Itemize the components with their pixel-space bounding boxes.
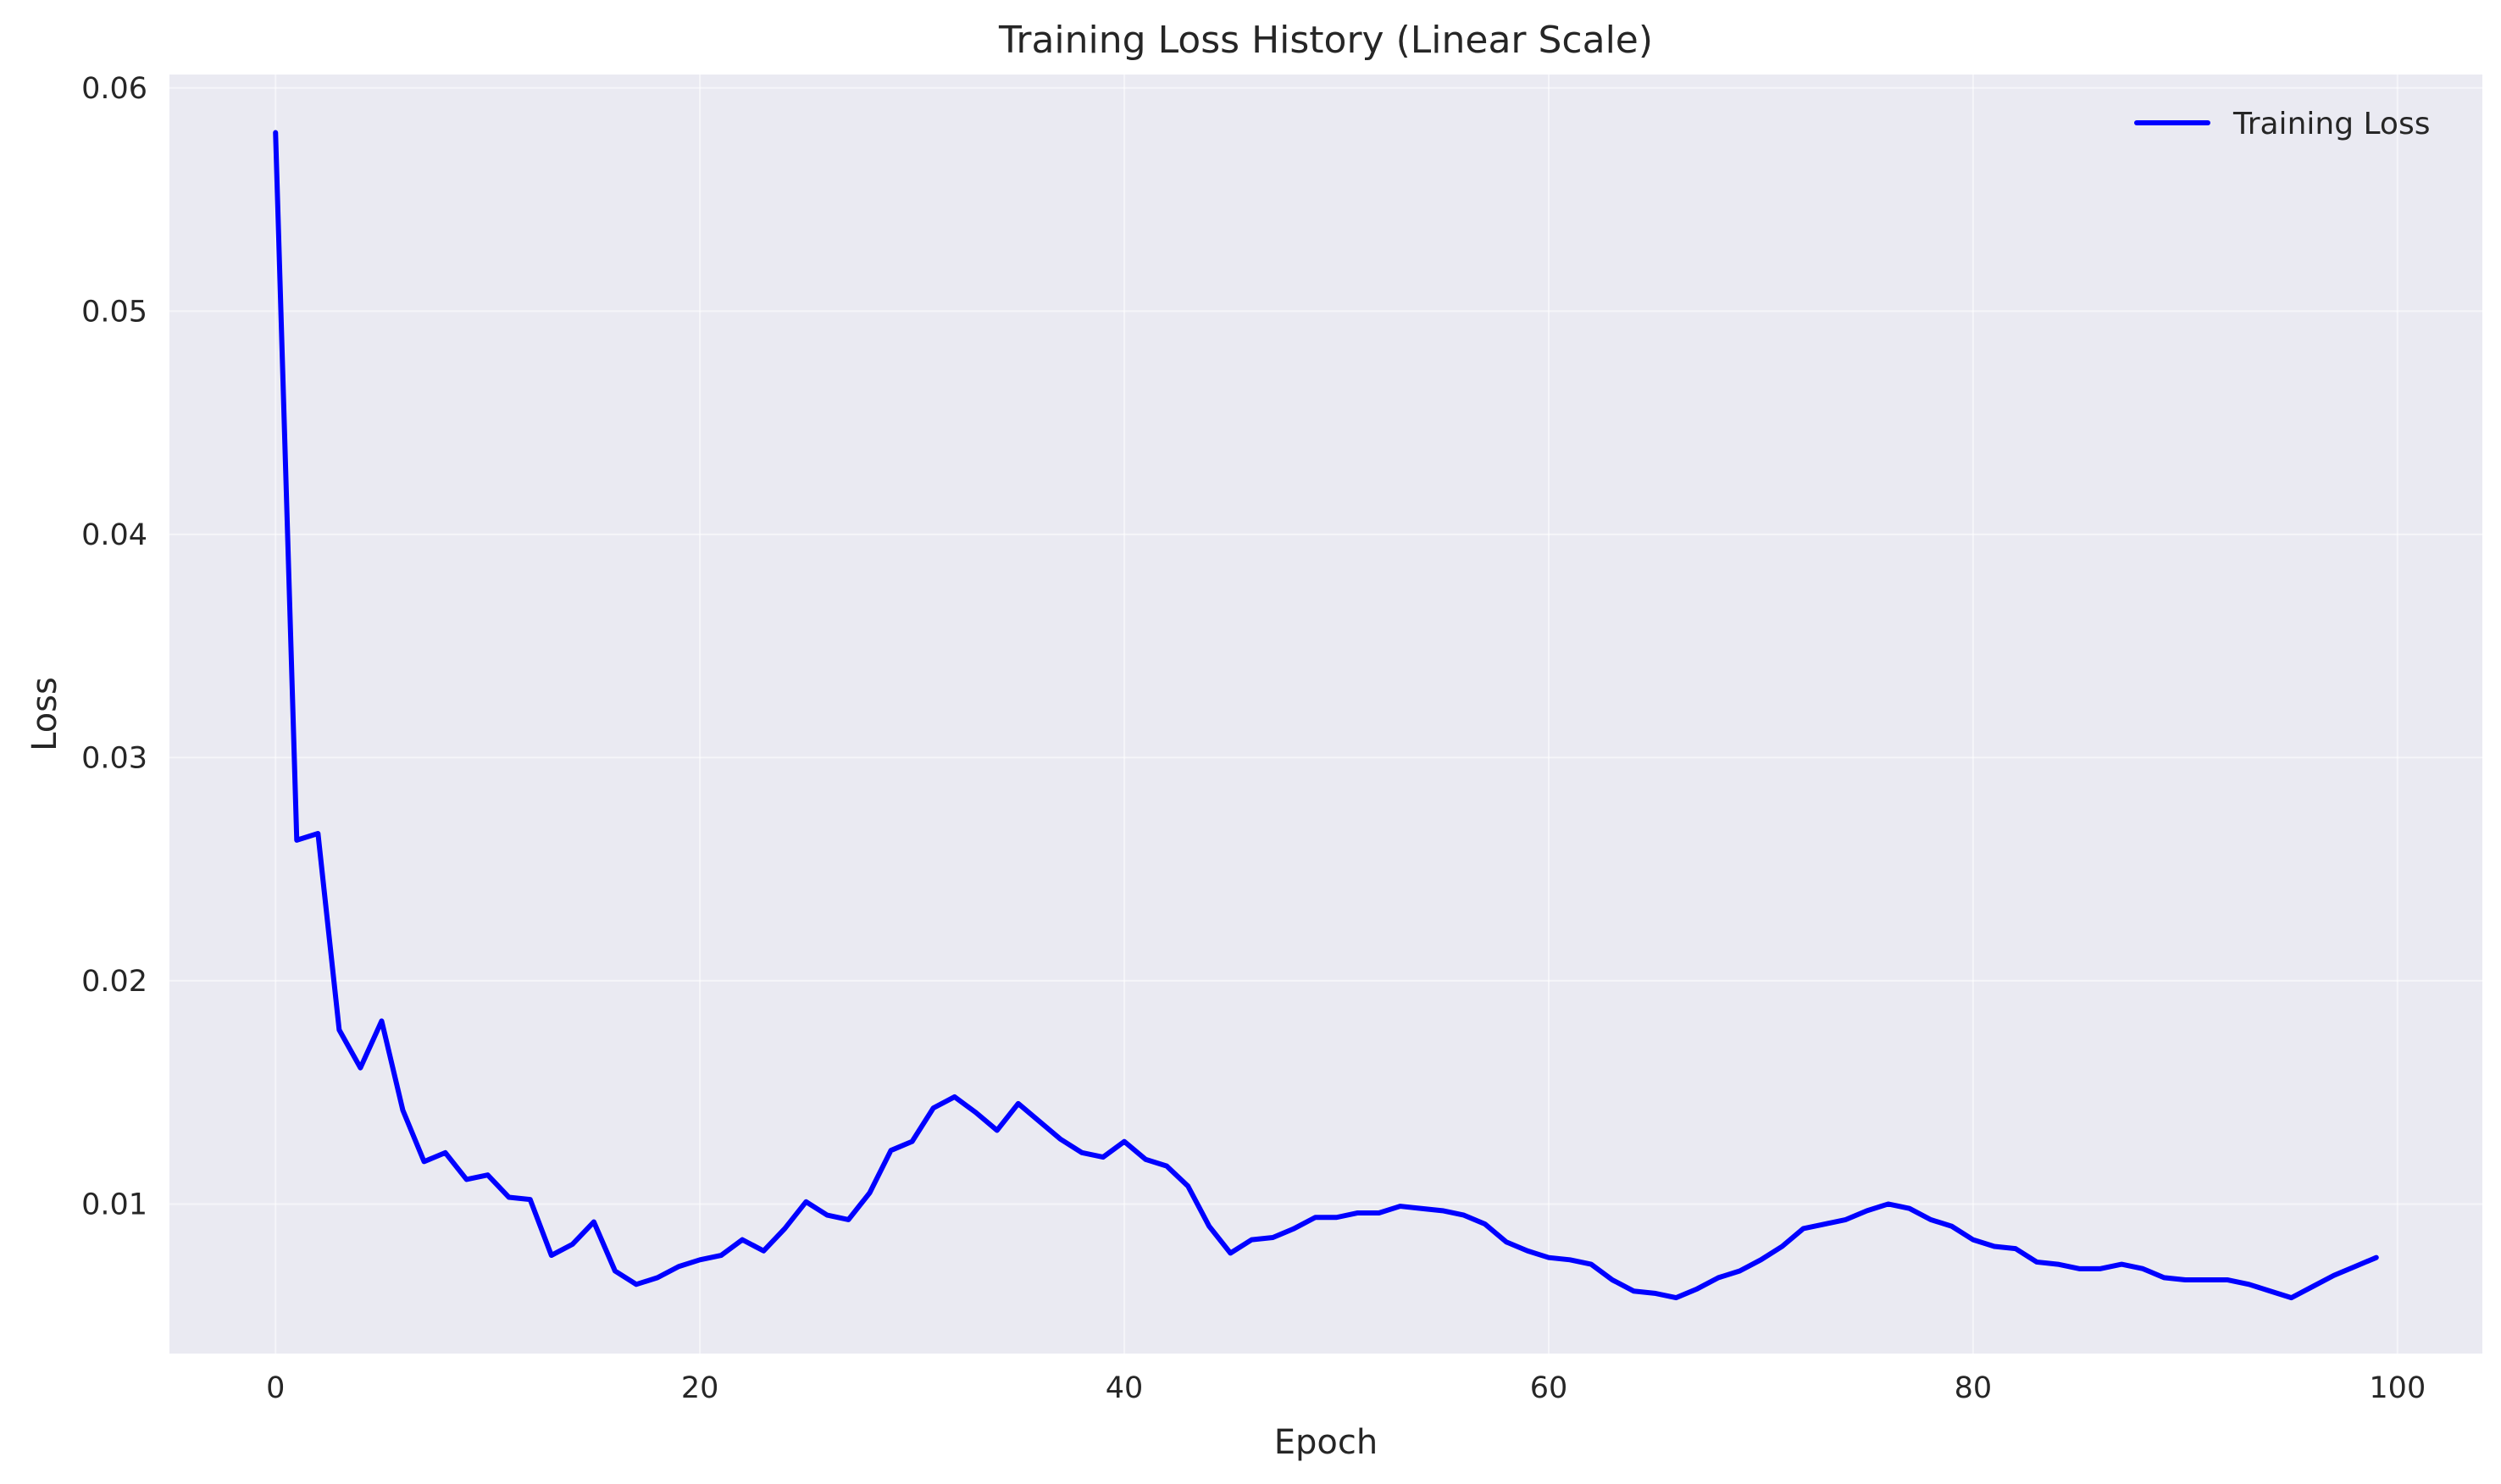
y-tick-label: 0.03 <box>81 741 147 775</box>
x-tick-label: 20 <box>681 1371 719 1405</box>
x-tick-label: 60 <box>1530 1371 1568 1405</box>
y-tick-label: 0.05 <box>81 295 147 329</box>
x-tick-label: 100 <box>2369 1371 2426 1405</box>
y-tick-label: 0.06 <box>81 72 147 106</box>
legend: Training Loss <box>2134 107 2430 141</box>
y-tick-label: 0.01 <box>81 1188 147 1221</box>
y-axis-ticks: 0.01 0.02 0.03 0.04 0.05 0.06 <box>81 72 147 1222</box>
y-tick-label: 0.02 <box>81 965 147 999</box>
x-axis-ticks: 0 20 40 60 80 100 <box>266 1371 2426 1405</box>
x-tick-label: 0 <box>266 1371 285 1405</box>
x-tick-label: 40 <box>1106 1371 1144 1405</box>
chart-title: Training Loss History (Linear Scale) <box>998 19 1653 62</box>
grid <box>169 75 2482 1354</box>
plot-background <box>169 75 2482 1354</box>
y-tick-label: 0.04 <box>81 518 147 552</box>
training-loss-line <box>273 130 2379 1301</box>
y-axis-label: Loss <box>25 677 64 751</box>
x-axis-label: Epoch <box>1274 1423 1378 1462</box>
x-tick-label: 80 <box>1955 1371 1993 1405</box>
legend-label-training-loss: Training Loss <box>2232 107 2430 141</box>
